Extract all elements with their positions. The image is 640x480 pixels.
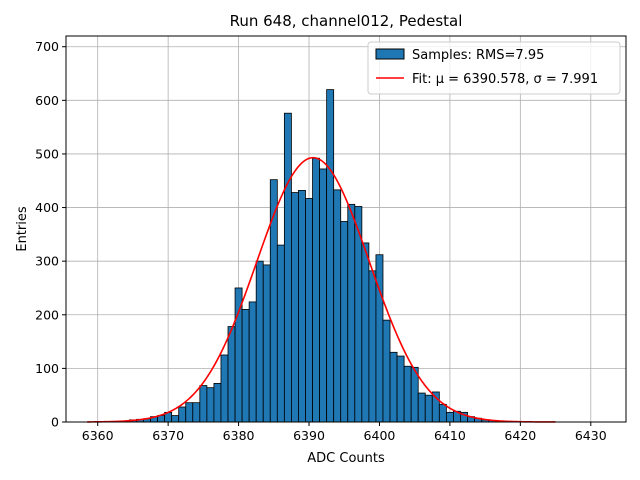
histogram-bar [333,189,342,423]
legend-label-histogram: Samples: RMS=7.95 [412,48,544,63]
histogram-bar [340,221,349,423]
histogram-bar [248,301,257,423]
y-tick-label: 100 [35,361,59,376]
histogram-bar [368,270,377,423]
histogram-bar [241,309,250,423]
fit-curve-layer [87,156,556,423]
histogram-bar [220,354,229,423]
legend-label-fit: Fit: μ = 6390.578, σ = 7.991 [412,72,598,87]
histogram-bar [438,403,447,423]
histogram-bar [206,387,215,423]
y-tick-label: 400 [35,200,59,215]
legend: Samples: RMS=7.95 Fit: μ = 6390.578, σ =… [367,41,621,95]
histogram-bar [375,254,384,423]
histogram-bar [347,203,356,423]
histogram-bar [178,406,187,423]
chart-title: Run 648, channel012, Pedestal [230,12,463,30]
histogram-bar [171,415,180,423]
x-tick-label: 6420 [504,428,536,443]
x-tick-label: 6380 [223,428,255,443]
histogram-bar [403,365,412,423]
x-axis-ticks: 6360 6370 6380 6390 6400 6410 6420 6430 [82,422,607,443]
y-axis-label: Entries [15,206,30,252]
histogram-bar [382,319,391,423]
histogram-bar [255,260,264,423]
axes-frame [65,35,627,423]
x-axis-label: ADC Counts [307,451,385,466]
histogram-bar [326,89,335,423]
histogram-bars [114,89,525,423]
grid-lines [66,36,626,423]
x-tick-label: 6360 [82,428,114,443]
y-tick-label: 300 [35,254,59,269]
histogram-bar [305,198,313,423]
histogram-bar [283,112,292,423]
histogram-bar [192,402,201,423]
histogram-bar [298,189,306,423]
histogram-bar [424,394,433,423]
x-tick-label: 6430 [575,428,607,443]
histogram-bar [213,382,222,423]
histogram-bar [396,355,405,423]
histogram-bar [291,192,299,423]
histogram-bar [185,402,194,423]
histogram-bar [234,287,243,423]
histogram-bar [227,326,236,423]
y-tick-label: 600 [35,93,59,108]
y-axis-ticks: 0 100 200 300 400 500 600 700 [35,39,66,430]
histogram-bar [445,411,454,423]
y-tick-label: 200 [35,307,59,322]
y-tick-label: 700 [35,39,59,54]
x-tick-label: 6400 [364,428,396,443]
histogram-bar [417,392,426,423]
legend-swatch-histogram [375,48,405,60]
histogram-bar [389,351,398,423]
histogram-bar [262,264,271,423]
gaussian-fit-curve [87,156,556,423]
histogram-bar [312,157,320,423]
histogram-bar [276,244,285,423]
x-tick-label: 6390 [293,428,325,443]
x-tick-label: 6370 [152,428,184,443]
legend-box [367,41,621,95]
y-tick-label: 500 [35,146,59,161]
histogram-bar [361,242,370,423]
histogram-bar [319,168,328,423]
histogram-bar [199,385,208,423]
x-tick-label: 6410 [434,428,466,443]
y-tick-label: 0 [51,415,59,430]
